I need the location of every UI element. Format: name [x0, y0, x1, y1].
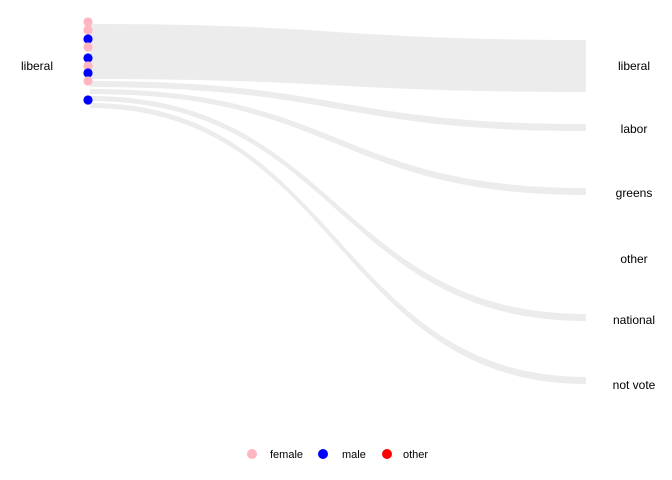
right-axis-label-labor: labor: [621, 122, 648, 136]
legend-dot-male-icon: [318, 449, 328, 459]
legend-label-female: female: [270, 449, 303, 461]
point-female-icon: [83, 61, 93, 71]
legend-dot-female-icon: [247, 449, 257, 459]
flow-ribbon-greens: [90, 89, 586, 195]
point-male-icon: [83, 34, 93, 44]
right-axis-labels-group: liberal labor greens other national not vote: [613, 59, 656, 392]
point-female-icon: [83, 17, 93, 27]
left-axis-label-liberal: liberal: [21, 59, 53, 73]
point-female-icon: [83, 25, 93, 35]
flow-ribbon-national: [90, 96, 586, 321]
legend: female male other: [247, 449, 428, 461]
point-female-icon: [83, 42, 93, 52]
legend-label-male: male: [342, 449, 366, 461]
flow-ribbon-labor: [90, 81, 586, 131]
flow-ribbon-not-vote: [90, 103, 586, 384]
right-axis-label-liberal: liberal: [618, 59, 650, 73]
point-female-icon: [83, 76, 93, 86]
axis-labels-group: liberal liberal labor greens other national n…: [21, 59, 656, 392]
right-axis-label-other: other: [620, 252, 647, 266]
right-axis-label-greens: greens: [616, 186, 653, 200]
right-axis-label-national: national: [613, 313, 655, 327]
point-male-icon: [83, 68, 93, 78]
point-male-icon: [83, 95, 93, 105]
point-male-icon: [83, 53, 93, 63]
right-axis-label-not-vote: not vote: [613, 378, 656, 392]
legend-label-other: other: [403, 449, 428, 461]
sex-points-group: [83, 17, 93, 105]
flow-ribbon-liberal: [90, 24, 586, 92]
flow-ribbons-group: [90, 24, 586, 384]
legend-dot-other-icon: [382, 449, 392, 459]
